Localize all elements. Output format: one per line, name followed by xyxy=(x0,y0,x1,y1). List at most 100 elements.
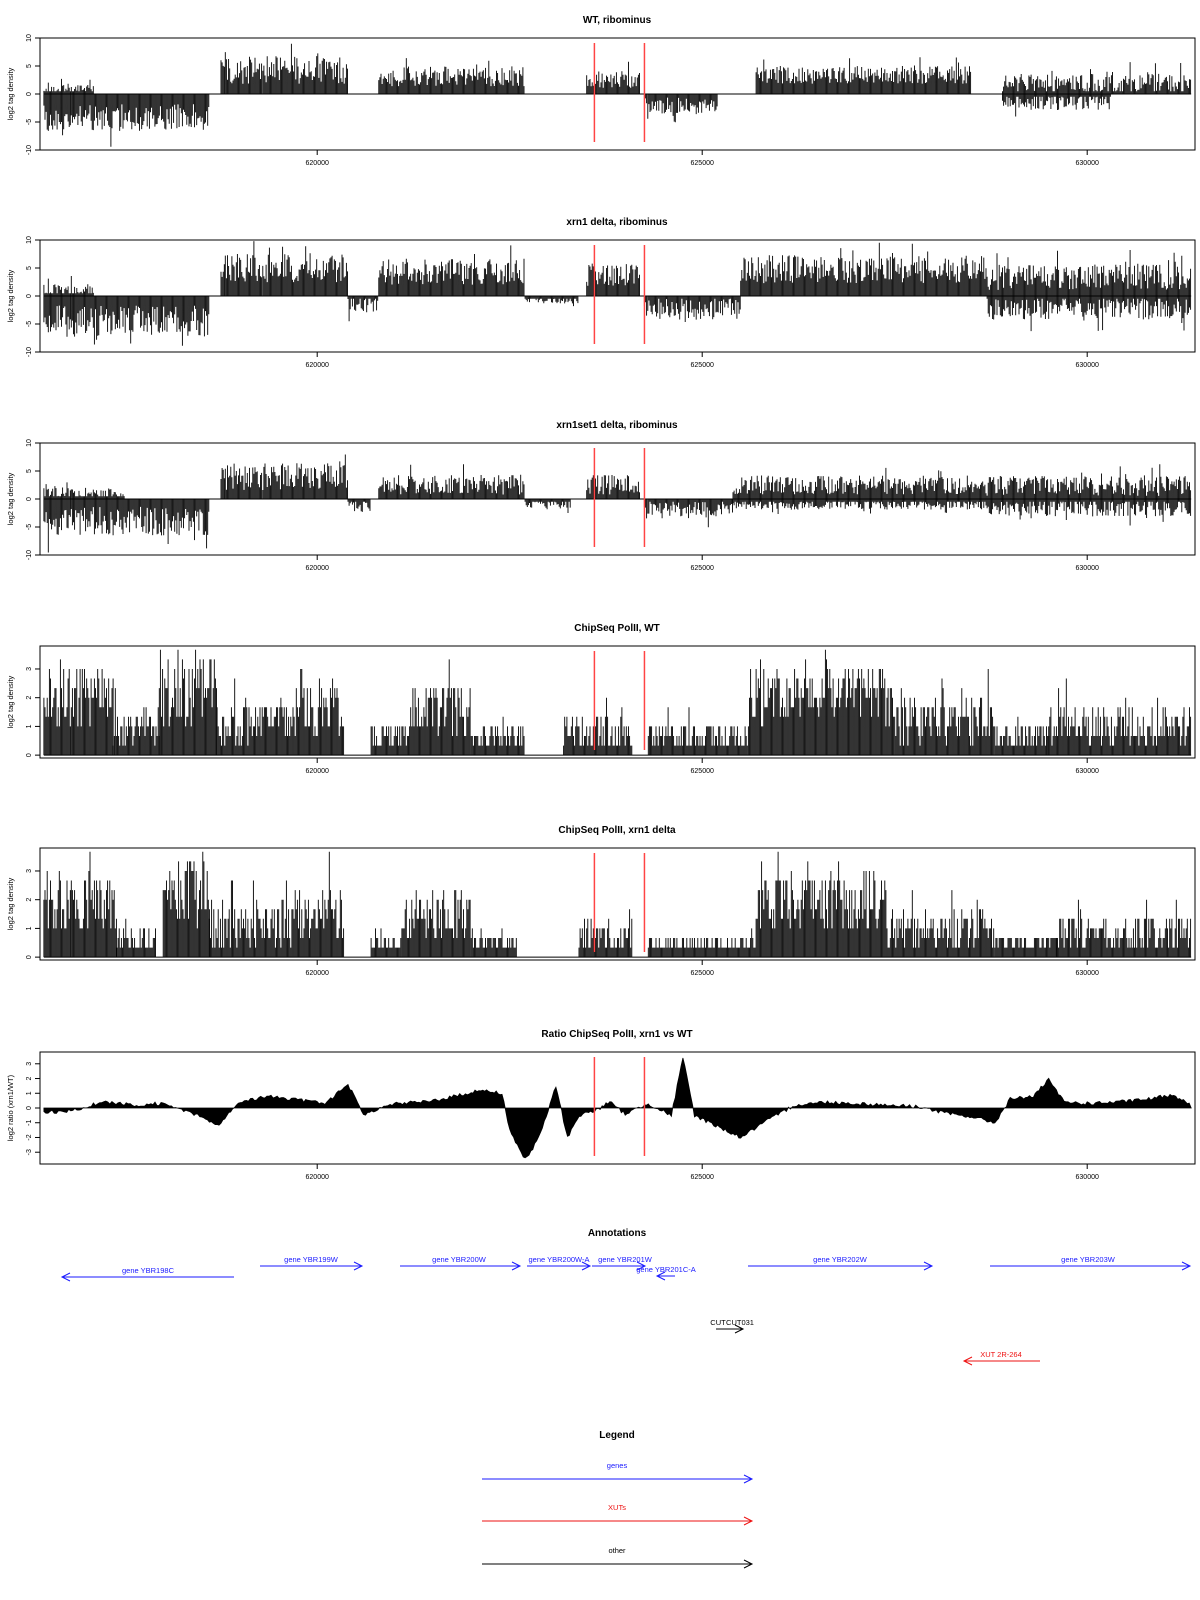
y-tick-label: 0 xyxy=(26,497,33,501)
x-tick-label: 620000 xyxy=(306,1174,329,1181)
density-bars xyxy=(220,43,348,94)
y-tick-label: -10 xyxy=(26,145,33,155)
panel-title: ChipSeq PolII, WT xyxy=(574,623,660,634)
y-tick-label: -3 xyxy=(26,1149,33,1155)
density-bars xyxy=(747,649,895,756)
gene-feature: gene YBR200W-A xyxy=(527,1255,592,1271)
density-bars xyxy=(894,669,995,756)
density-bars xyxy=(470,716,525,756)
gene-label: gene YBR199W xyxy=(284,1255,339,1264)
density-bars xyxy=(409,659,471,756)
y-axis-label: log2 tag density xyxy=(6,472,15,525)
panel-title: xrn1set1 delta, ribominus xyxy=(556,420,678,431)
x-tick-label: 625000 xyxy=(691,565,714,572)
y-tick-label: 3 xyxy=(26,1062,33,1066)
density-bars xyxy=(647,707,748,756)
x-tick-label: 625000 xyxy=(691,970,714,977)
gene-label: gene YBR203W xyxy=(1061,1255,1116,1264)
track-panel: WT, ribominus log2 tag density -10 -5 0 5 10 62… xyxy=(6,15,1196,167)
y-tick-label: 1 xyxy=(26,724,33,728)
x-tick-label: 620000 xyxy=(306,160,329,167)
density-bars xyxy=(524,296,579,307)
panel-title: WT, ribominus xyxy=(583,15,652,26)
panel-title: Ratio ChipSeq PolII, xrn1 vs WT xyxy=(541,1029,692,1040)
xut-label: XUT 2R-264 xyxy=(980,1350,1022,1359)
density-bars xyxy=(43,482,125,499)
y-tick-label: 10 xyxy=(26,439,33,447)
density-bars xyxy=(1002,94,1111,117)
y-tick-label: 1 xyxy=(26,1091,33,1095)
y-axis-label: log2 tag density xyxy=(6,67,15,120)
arrow-head xyxy=(743,1516,754,1526)
density-bars xyxy=(586,475,640,499)
annotations-title: Annotations xyxy=(588,1228,647,1239)
density-bars xyxy=(293,669,345,756)
density-bars xyxy=(43,296,210,346)
density-bars xyxy=(732,467,987,499)
density-bars xyxy=(563,697,633,756)
arrow-head xyxy=(353,1261,364,1271)
gene-feature: gene YBR199W xyxy=(260,1255,364,1271)
density-bars xyxy=(162,851,210,958)
density-bars xyxy=(986,296,1192,332)
y-tick-label: -2 xyxy=(26,1134,33,1140)
cut-feature: CUT CUT031 xyxy=(710,1318,754,1334)
density-bars xyxy=(986,464,1192,499)
cut-label: CUT xyxy=(710,1318,726,1327)
gene-label: gene YBR200W xyxy=(432,1255,487,1264)
density-bars xyxy=(43,276,94,296)
density-bars xyxy=(208,880,294,958)
density-bars xyxy=(994,716,1050,756)
density-bars xyxy=(347,499,371,512)
y-axis-label: log2 ratio (xrn1/WT) xyxy=(6,1074,15,1141)
y-tick-label: 0 xyxy=(26,92,33,96)
density-bars xyxy=(158,649,217,756)
y-tick-label: 10 xyxy=(26,236,33,244)
y-axis-label: log2 tag density xyxy=(6,877,15,930)
track-panel: xrn1set1 delta, ribominus log2 tag densit… xyxy=(6,420,1196,572)
panel-title: ChipSeq PolII, xrn1 delta xyxy=(558,825,676,836)
arrow-head xyxy=(743,1559,754,1569)
density-bars xyxy=(378,58,525,94)
y-tick-label: 3 xyxy=(26,667,33,671)
legend-items: genes XUTs other xyxy=(482,1461,754,1569)
density-bars xyxy=(994,938,1057,958)
density-bars xyxy=(524,499,571,513)
ratio-area xyxy=(43,1057,1192,1159)
density-bars xyxy=(43,659,114,756)
arrow-head xyxy=(636,1261,647,1271)
gene-label: gene YBR200W-A xyxy=(528,1255,589,1264)
density-bars xyxy=(1048,678,1192,756)
x-tick-label: 630000 xyxy=(1076,1174,1099,1181)
x-tick-label: 625000 xyxy=(691,160,714,167)
x-tick-label: 625000 xyxy=(691,768,714,775)
annotation-features: gene YBR198C gene YBR199W gene YBR200W gene… xyxy=(60,1255,1192,1366)
density-bars xyxy=(112,688,160,756)
x-tick-label: 620000 xyxy=(306,362,329,369)
y-tick-label: 2 xyxy=(26,696,33,700)
x-tick-label: 625000 xyxy=(691,362,714,369)
density-bars xyxy=(578,909,633,958)
y-tick-label: 1 xyxy=(26,926,33,930)
arrow-head xyxy=(511,1261,522,1271)
y-tick-label: 0 xyxy=(26,1106,33,1110)
density-bars xyxy=(401,890,471,958)
density-bars xyxy=(43,499,210,553)
legend: Legend genes XUTs other xyxy=(482,1430,754,1569)
y-tick-label: -5 xyxy=(26,524,33,530)
x-tick-label: 630000 xyxy=(1076,768,1099,775)
density-bars xyxy=(378,464,525,499)
arrow-head xyxy=(581,1261,592,1271)
x-tick-label: 620000 xyxy=(306,970,329,977)
y-tick-label: 5 xyxy=(26,469,33,473)
gene-feature: gene YBR203W xyxy=(990,1255,1192,1271)
y-tick-label: -5 xyxy=(26,321,33,327)
gene-label: gene YBR201W xyxy=(598,1255,653,1264)
x-tick-label: 630000 xyxy=(1076,565,1099,572)
density-bars xyxy=(43,94,210,147)
arrow-head xyxy=(655,1271,666,1281)
arrow-head xyxy=(734,1324,745,1334)
y-tick-label: 5 xyxy=(26,266,33,270)
